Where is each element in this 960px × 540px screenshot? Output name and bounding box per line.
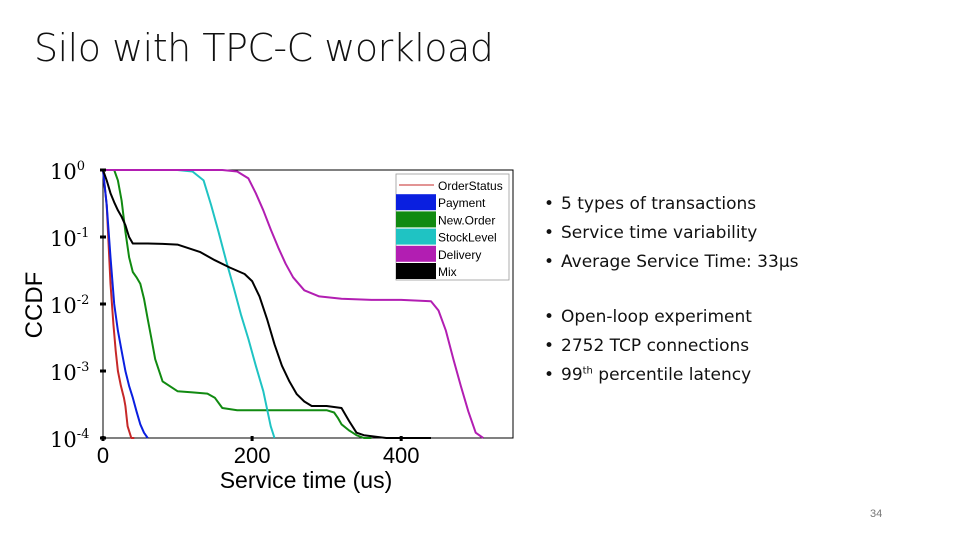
legend-swatch	[396, 263, 436, 279]
percentile-number: 99	[561, 365, 583, 385]
series-line-delivery	[103, 169, 484, 439]
bullet-item: Average Service Time: 33µs	[544, 248, 799, 277]
slide-title: Silo with TPC-C workload	[34, 26, 494, 70]
bullet-item: Open-loop experiment	[544, 303, 752, 332]
bullet-item: Service time variability	[544, 219, 799, 248]
legend-label: New.Order	[438, 213, 495, 227]
series-line-orderstatus	[102, 169, 135, 439]
series-line-stocklevel	[103, 169, 276, 439]
legend-label: Mix	[438, 265, 457, 279]
x-tick-label: 200	[234, 443, 271, 468]
percentile-text: percentile latency	[592, 365, 752, 385]
percentile-superscript: th	[582, 365, 593, 377]
bullet-item: 5 types of transactions	[544, 190, 799, 219]
legend-swatch	[396, 245, 436, 262]
y-tick-label: 10-4	[50, 427, 89, 452]
x-tick-label: 0	[97, 443, 109, 468]
legend-label: StockLevel	[438, 231, 497, 245]
legend-label: OrderStatus	[438, 179, 503, 193]
y-tick-label: 100	[50, 159, 85, 184]
series-line-mix	[102, 169, 431, 439]
legend-label: Payment	[438, 196, 486, 210]
x-axis-label: Service time (us)	[220, 467, 393, 493]
y-tick-label: 10-2	[50, 293, 89, 318]
page-number: 34	[870, 508, 883, 520]
bullet-item: 2752 TCP connections	[544, 332, 752, 361]
bullet-list-2: Open-loop experiment 2752 TCP connection…	[544, 303, 752, 390]
y-tick-label: 10-1	[50, 226, 89, 251]
y-axis-label: CCDF	[21, 272, 48, 339]
legend-swatch	[396, 211, 436, 228]
legend: OrderStatus Payment New.Order StockLevel Del…	[395, 173, 510, 281]
series-line-payment	[102, 169, 149, 439]
legend-swatch	[396, 194, 436, 211]
y-tick-label: 10-3	[50, 360, 89, 385]
x-tick-label: 400	[383, 443, 420, 468]
series-line-new-order	[103, 169, 372, 439]
legend-swatch	[396, 228, 436, 245]
series-layer	[102, 169, 484, 439]
bullet-item-percentile: 99th percentile latency	[544, 361, 752, 390]
legend-label: Delivery	[438, 248, 481, 262]
bullet-list-1: 5 types of transactions Service time var…	[544, 190, 799, 277]
